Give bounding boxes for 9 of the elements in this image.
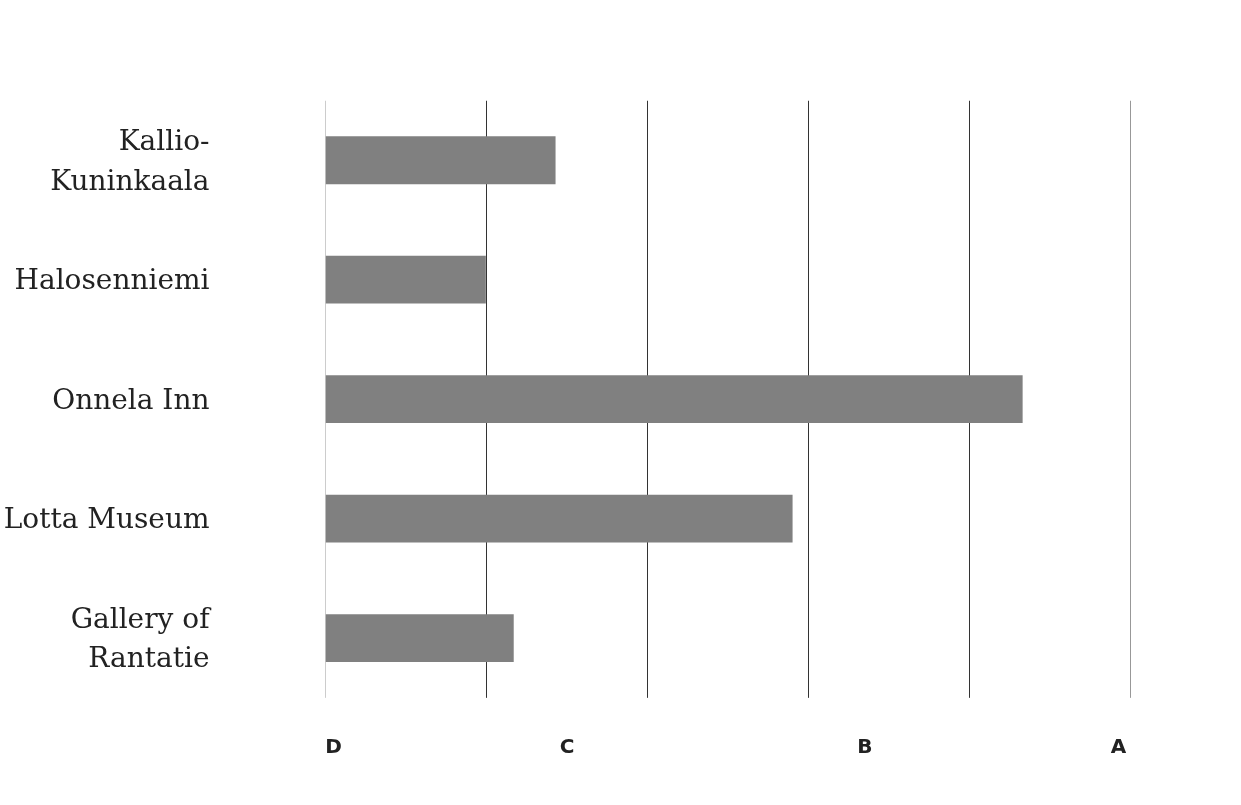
text: A [1110, 733, 1127, 758]
y-tick-label: Gallery of Rantatie [70, 601, 213, 675]
text: B [857, 733, 873, 758]
y-tick-label: Onnela Inn [52, 382, 210, 416]
text: D [325, 733, 342, 758]
y-tick-label: Lotta Museum [3, 502, 210, 536]
y-tick-label: Halosenniemi [14, 263, 210, 297]
y-tick-label: Kallio-Kuninkaala [50, 123, 210, 197]
text: C [559, 733, 575, 758]
